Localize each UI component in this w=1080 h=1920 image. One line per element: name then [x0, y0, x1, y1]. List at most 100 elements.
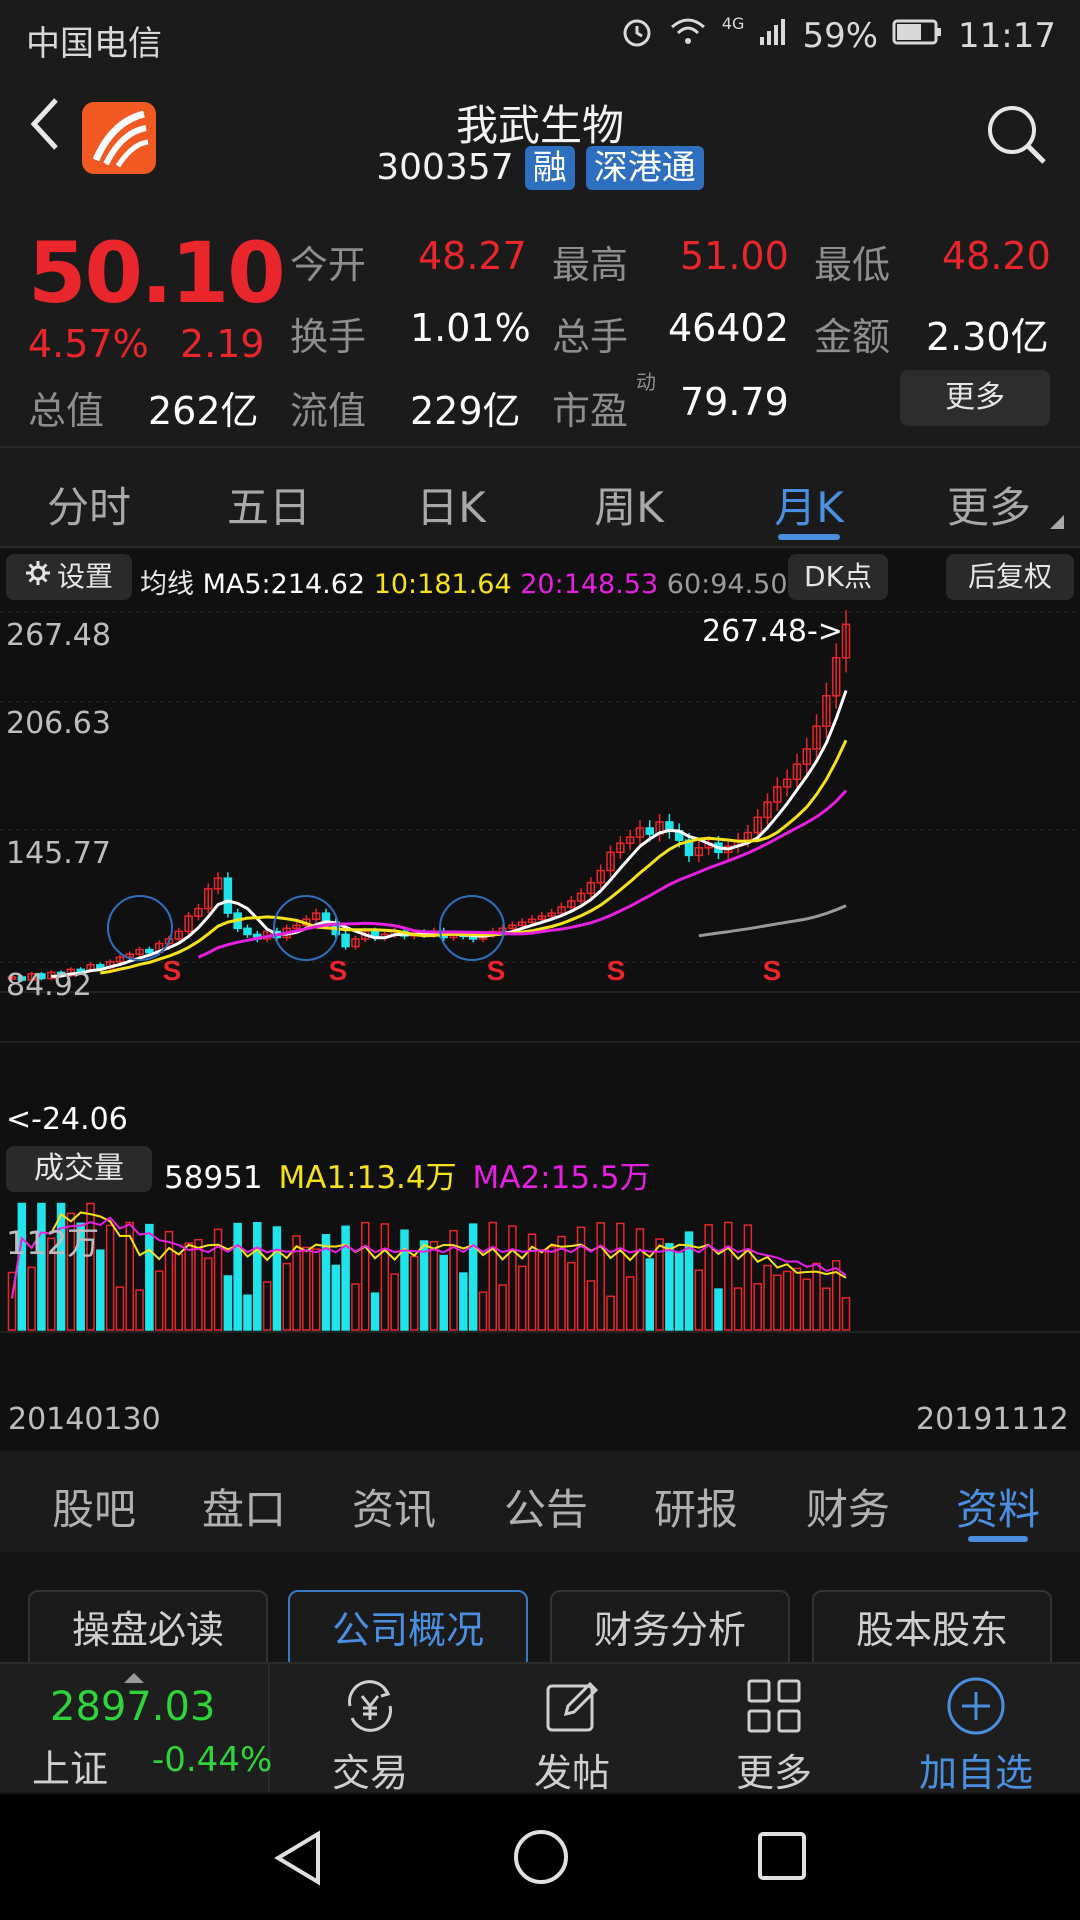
stat-value: 79.79 — [680, 380, 789, 424]
tab-announcements[interactable]: 公告 — [503, 1485, 588, 1534]
volume-bar — [724, 1221, 733, 1331]
network-type: 4G — [721, 14, 745, 33]
sell-signal-marker: S — [329, 955, 348, 986]
volume-bar — [282, 1262, 291, 1331]
candle-body — [576, 892, 586, 902]
candle-body — [341, 933, 350, 948]
volume-bar — [645, 1258, 655, 1331]
nav-back-icon[interactable] — [272, 1830, 324, 1890]
candle-body — [184, 915, 193, 933]
nav-home-icon[interactable] — [512, 1828, 570, 1890]
subtab-company-overview[interactable]: 公司概况 — [288, 1590, 528, 1670]
tab-monthly-k[interactable]: 月K — [774, 483, 844, 532]
volume-bar — [194, 1238, 203, 1331]
trade-button[interactable]: 交易 — [270, 1674, 470, 1797]
candle-body — [203, 888, 213, 910]
bottom-toolbar: 2897.03 上证 -0.44% 交易 发帖 更多 加自选 — [0, 1662, 1080, 1795]
volume-bar — [27, 1266, 36, 1331]
volume-bar — [56, 1202, 66, 1331]
tab-weekly-k[interactable]: 周K — [594, 483, 664, 532]
sell-signal-marker: S — [763, 955, 782, 986]
candle-body — [802, 748, 812, 765]
volume-bar — [802, 1278, 812, 1331]
volume-bar — [272, 1226, 282, 1331]
tab-intraday[interactable]: 分时 — [46, 483, 131, 532]
subtab-financial-analysis[interactable]: 财务分析 — [550, 1590, 790, 1670]
volume-bar — [96, 1249, 105, 1331]
volume-bar — [17, 1202, 27, 1331]
volume-bar — [841, 1297, 851, 1331]
candle-body — [792, 763, 802, 781]
price-tick: 206.63 — [6, 706, 111, 741]
candle-body — [213, 877, 223, 890]
date-start: 20140130 — [8, 1402, 161, 1437]
back-icon[interactable] — [24, 94, 74, 154]
candle-body — [586, 881, 596, 895]
tab-orderbook[interactable]: 盘口 — [201, 1485, 286, 1534]
nav-recents-icon[interactable] — [756, 1830, 808, 1886]
tab-finance[interactable]: 财务 — [805, 1485, 890, 1534]
tab-daily-k[interactable]: 日K — [416, 483, 486, 532]
change-percent: 4.57% — [28, 322, 149, 366]
dk-point-circle — [273, 895, 339, 961]
volume-bar — [537, 1249, 547, 1331]
stat-label: 换手 — [290, 315, 367, 359]
subtab-shareholders[interactable]: 股本股东 — [812, 1590, 1052, 1670]
volume-bar — [164, 1230, 174, 1331]
volume-bar — [596, 1222, 605, 1331]
volume-bar — [400, 1229, 409, 1331]
more-button[interactable]: 更多 — [900, 370, 1050, 426]
volume-bar — [174, 1253, 184, 1331]
candle-body — [517, 921, 527, 927]
ma20-line — [197, 789, 848, 959]
volume-bar — [704, 1224, 713, 1331]
candle-body — [596, 869, 605, 884]
volume-button[interactable]: 成交量 — [6, 1146, 152, 1192]
candle-body — [645, 827, 655, 835]
tab-five-day[interactable]: 五日 — [226, 483, 311, 532]
volume-bar — [684, 1231, 694, 1331]
adjust-button[interactable]: 后复权 — [946, 554, 1074, 600]
ma10-value: 10:181.64 — [373, 569, 512, 600]
tab-research[interactable]: 研报 — [653, 1485, 738, 1534]
stat-label: 总手 — [552, 315, 629, 359]
subtab-trading-guide[interactable]: 操盘必读 — [28, 1590, 268, 1670]
candle-body — [822, 695, 831, 727]
tab-forum[interactable]: 股吧 — [51, 1485, 136, 1534]
volume-bar — [76, 1222, 85, 1331]
dk-button[interactable]: DK点 — [788, 554, 888, 600]
active-tab-indicator — [778, 534, 840, 540]
candle-body — [194, 907, 203, 917]
sell-signal-marker: S — [487, 955, 506, 986]
volume-bar — [410, 1255, 419, 1331]
volume-bar — [567, 1261, 576, 1331]
ma-label: 均线 — [140, 569, 194, 600]
volume-bar — [184, 1242, 193, 1331]
post-button[interactable]: 发帖 — [472, 1674, 672, 1797]
battery-percent: 59% — [802, 15, 879, 56]
candle-body — [96, 964, 105, 969]
volume-bar — [370, 1292, 380, 1331]
candle-body — [7, 976, 17, 980]
tab-profile[interactable]: 资料 — [955, 1485, 1040, 1534]
tab-news[interactable]: 资讯 — [351, 1485, 436, 1534]
ma60-line — [698, 904, 847, 938]
volume-bar — [763, 1264, 772, 1331]
add-watchlist-button[interactable]: 加自选 — [876, 1674, 1076, 1797]
ma20-value: 20:148.53 — [520, 569, 659, 600]
index-ticker[interactable]: 2897.03 上证 -0.44% — [0, 1664, 273, 1792]
vol-ma1-line — [11, 1211, 847, 1299]
period-tabs: 分时 五日 日K 周K 月K 更多 — [0, 448, 1080, 548]
index-change: -0.44% — [152, 1740, 273, 1780]
stat-value: 229亿 — [410, 389, 521, 433]
volume-bar — [7, 1271, 17, 1331]
more-menu-button[interactable]: 更多 — [674, 1674, 874, 1797]
candle-body — [17, 976, 27, 981]
settings-button[interactable]: 设置 — [6, 554, 132, 600]
search-icon[interactable] — [984, 102, 1050, 168]
volume-bar — [586, 1280, 596, 1331]
tab-more[interactable]: 更多 — [946, 483, 1031, 532]
volume-bar — [360, 1221, 370, 1331]
candle-body — [635, 827, 645, 838]
